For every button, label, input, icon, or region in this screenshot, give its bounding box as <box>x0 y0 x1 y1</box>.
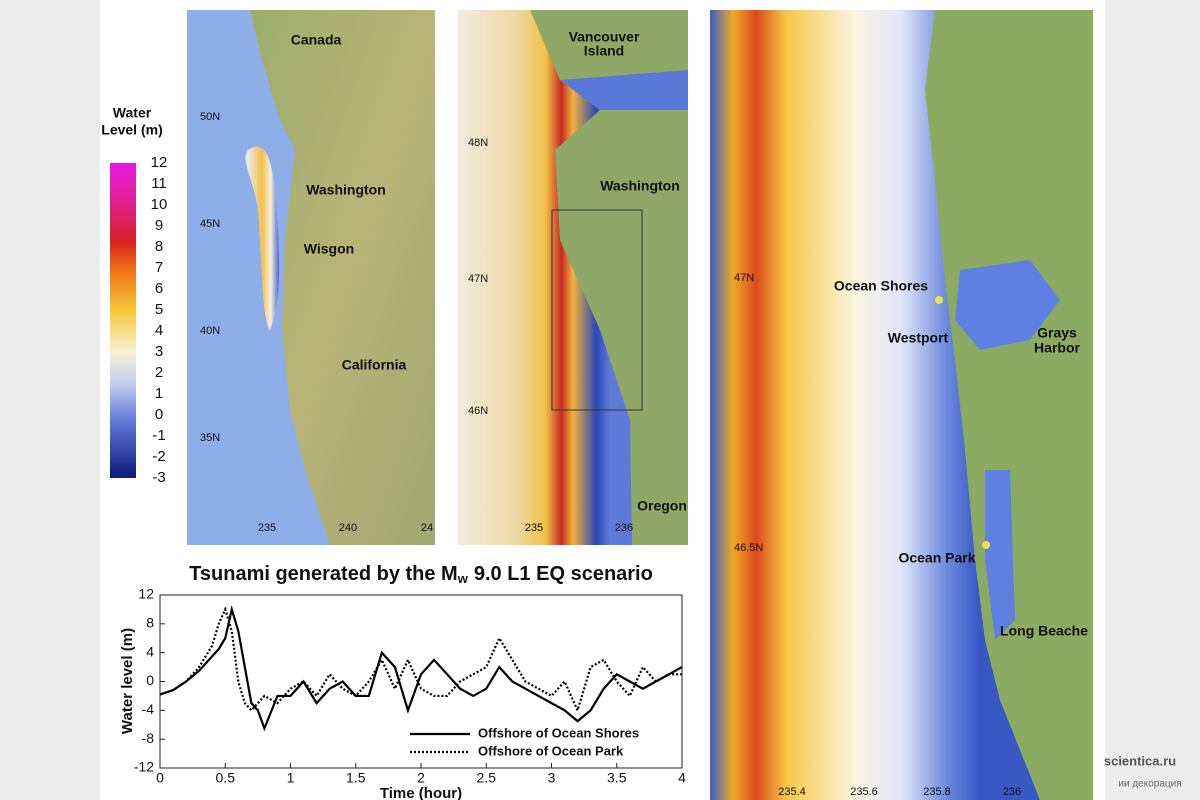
x-tick-label: 1 <box>287 770 295 786</box>
lon-label: 235 <box>525 522 543 534</box>
chart-title: Tsunami generated by the Mw 9.0 L1 EQ sce… <box>189 563 653 586</box>
x-axis-label: Time (hour) <box>380 785 462 800</box>
legend-label: Offshore of Ocean Shores <box>478 725 639 740</box>
colorbar <box>110 163 136 478</box>
lat-label: 48N <box>468 137 488 149</box>
legend-label: Offshore of Ocean Park <box>478 743 624 758</box>
regional-map: Vancouver Island Washington Oregon 48N 4… <box>458 10 688 545</box>
lat-label: 46N <box>468 405 488 417</box>
place-label: Oregon <box>637 498 687 514</box>
x-tick-label: 3.5 <box>607 770 627 786</box>
colorbar-tick-label: 4 <box>155 322 163 339</box>
lat-label: 50N <box>200 111 220 123</box>
x-tick-label: 2.5 <box>477 770 497 786</box>
x-tick-label: 4 <box>678 770 686 786</box>
place-label: Canada <box>291 32 342 48</box>
place-label: Harbor <box>1034 340 1080 356</box>
lon-label: 235 <box>258 522 276 534</box>
colorbar-tick-label: 5 <box>155 301 163 318</box>
place-label: Ocean Park <box>898 550 975 566</box>
colorbar-tick-label: 10 <box>151 196 168 213</box>
colorbar-tick-label: 3 <box>155 343 163 360</box>
x-tick-label: 2 <box>417 770 425 786</box>
colorbar-title: Water <box>113 105 152 121</box>
y-axis-label: Water level (m) <box>119 628 136 734</box>
y-tick-label: 0 <box>146 672 154 688</box>
lon-label: 240 <box>339 522 357 534</box>
title-text: Tsunami generated by the M <box>189 563 458 585</box>
lat-label: 45N <box>200 218 220 230</box>
colorbar-tick-label: 8 <box>155 238 163 255</box>
x-tick-label: 1.5 <box>346 770 366 786</box>
x-tick-label: 3 <box>548 770 556 786</box>
y-tick-label: 12 <box>138 586 154 602</box>
lon-label: 235.8 <box>923 786 951 798</box>
place-label: Grays <box>1037 325 1077 341</box>
colorbar-tick-label: -1 <box>152 427 165 444</box>
place-label: California <box>342 357 407 373</box>
title-text: 9.0 L1 EQ scenario <box>474 563 653 585</box>
place-label: Westport <box>888 330 949 346</box>
lat-label: 46.5N <box>734 542 763 554</box>
colorbar-tick-label: -2 <box>152 448 165 465</box>
colorbar-tick-label: 11 <box>151 175 167 192</box>
lon-label: 24 <box>421 522 433 534</box>
local-map: Ocean Shores Westport Grays Harbor Ocean… <box>710 10 1093 800</box>
y-tick-label: 8 <box>146 615 154 631</box>
site-marker <box>935 296 943 304</box>
colorbar-tick-label: 7 <box>155 259 163 276</box>
colorbar-tick-label: 12 <box>151 154 168 171</box>
place-label: Island <box>584 43 624 59</box>
colorbar-tick-label: 1 <box>155 385 163 402</box>
lat-label: 40N <box>200 325 220 337</box>
overview-map: Canada Washington Wisgon California 50N … <box>187 10 435 545</box>
site-marker <box>982 541 990 549</box>
y-tick-label: 4 <box>146 643 154 659</box>
watermark: scientica.ru <box>1104 753 1176 768</box>
place-label: Ocean Shores <box>834 278 928 294</box>
colorbar-tick-label: 2 <box>155 364 163 381</box>
y-tick-label: -12 <box>134 759 154 775</box>
title-subscript: w <box>457 571 469 586</box>
colorbar-tick-label: 6 <box>155 280 163 297</box>
colorbar-tick-label: 9 <box>155 217 163 234</box>
colorbar-title: Level (m) <box>101 122 162 138</box>
lon-label: 236 <box>615 522 633 534</box>
lat-label: 47N <box>468 273 488 285</box>
x-tick-label: 0 <box>156 770 164 786</box>
x-tick-label: 0.5 <box>216 770 236 786</box>
lat-label: 35N <box>200 432 220 444</box>
lon-label: 235.4 <box>778 786 806 798</box>
colorbar-tick-label: 0 <box>155 406 163 423</box>
lat-label: 47N <box>734 272 754 284</box>
y-tick-label: -8 <box>142 730 155 746</box>
watermark: ии декорация <box>1118 779 1181 790</box>
place-label: Vancouver <box>569 29 640 45</box>
colorbar-tick-label: -3 <box>152 469 165 486</box>
line-chart: -12 -8 -4 0 4 8 12 0 0.5 1 1.5 2 2.5 3 3.5 4 Offshore of… <box>134 586 686 786</box>
series-line <box>159 605 683 732</box>
y-tick-label: -4 <box>142 701 155 717</box>
place-label: Washington <box>306 182 386 198</box>
place-label: Wisgon <box>304 241 354 257</box>
place-label: Washington <box>600 178 680 194</box>
lon-label: 236 <box>1003 786 1021 798</box>
lon-label: 235.6 <box>850 786 878 798</box>
place-label: Long Beache <box>1000 623 1088 639</box>
series-line <box>159 606 682 714</box>
